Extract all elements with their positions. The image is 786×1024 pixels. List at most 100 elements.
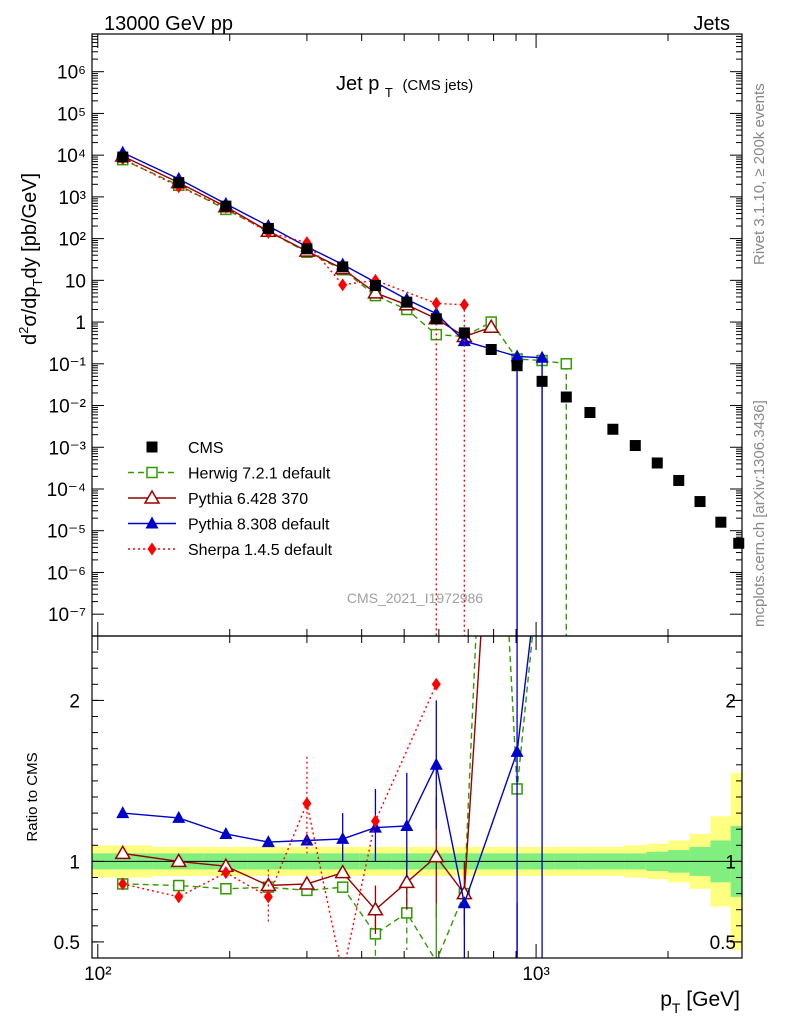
data-point: [715, 516, 727, 528]
data-point: [629, 440, 641, 452]
data-point: [367, 284, 384, 299]
title-sub: T: [385, 85, 393, 100]
title-main: Jet p: [336, 73, 379, 95]
legend-marker: [147, 542, 157, 556]
data-point: [117, 151, 129, 163]
legend-marker: [143, 489, 161, 504]
legend-item-pythia-6-428-370: Pythia 6.428 370: [128, 489, 308, 508]
data-point: [560, 358, 573, 370]
watermark: CMS_2021_I1972986: [347, 590, 483, 606]
ratio-y-label: Ratio to CMS: [24, 752, 41, 841]
legend-marker: [145, 516, 159, 529]
ratio-point: [220, 883, 232, 895]
data-point: [510, 349, 524, 362]
rivet-label: Rivet 3.1.10, ≥ 200k events: [751, 83, 768, 265]
data-point: [337, 261, 349, 273]
data-point: [301, 243, 313, 255]
ratio-point: [221, 866, 231, 880]
y-tick-label: 10⁶: [57, 63, 86, 84]
ratio-tick-label-right: 0.5: [710, 933, 736, 954]
svg-text:d2σ/dpTdy [pb/GeV]: d2σ/dpTdy [pb/GeV]: [16, 173, 45, 345]
legend: CMS Herwig 7.2.1 default Pythia 6.428 370 P…: [128, 440, 333, 559]
ratio-point: [427, 848, 445, 863]
ratio-tick-label-left: 2: [69, 691, 80, 712]
ratio-point: [116, 806, 130, 819]
legend-item-herwig-7-2-1-default: Herwig 7.2.1 default: [128, 466, 331, 483]
ratio-point: [510, 744, 524, 757]
mcplots-label: mcplots.cern.ch [arXiv:1306.3436]: [751, 400, 768, 627]
legend-label: Sherpa 1.4.5 default: [188, 542, 333, 559]
ratio-tick-label-left: 0.5: [54, 933, 80, 954]
x-tick-label: 10²: [84, 964, 111, 985]
data-point: [338, 278, 348, 292]
ratio-point: [398, 873, 416, 889]
ratio-point: [370, 814, 380, 828]
legend-label: CMS: [188, 440, 224, 457]
legend-label: Pythia 8.308 default: [188, 517, 330, 534]
bottom-panel: 10² 10³ 0.5 0.5 1 1 2 2 Ratio to CMS pT [GeV]: [24, 635, 743, 1016]
data-point: [584, 407, 596, 419]
ylabel-d: d: [19, 334, 41, 345]
ratio-point: [457, 896, 471, 909]
data-point: [458, 327, 470, 339]
data-point: [511, 360, 523, 372]
data-point: [262, 222, 274, 234]
data-point: [173, 177, 185, 189]
header-left: 13000 GeV pp: [104, 13, 233, 35]
ratio-line: [122, 684, 437, 958]
chart-title: Jet p T (CMS jets): [336, 73, 473, 102]
y-tick-label: 10⁻¹: [49, 355, 87, 376]
ratio-point: [263, 890, 273, 904]
series-line: [122, 158, 567, 365]
ratio-tick-label-right: 1: [725, 852, 736, 873]
ratio-point: [400, 818, 414, 831]
data-point: [536, 375, 548, 387]
y-tick-label: 10⁻³: [49, 438, 87, 459]
ratio-point: [261, 835, 275, 848]
data-point: [431, 296, 441, 310]
y-tick-label: 10⁻⁷: [48, 605, 86, 626]
ratio-point: [170, 852, 188, 868]
ratio-point: [300, 833, 314, 846]
series-line: [122, 151, 543, 359]
ylabel-sup: 2: [16, 327, 31, 334]
data-point: [673, 474, 685, 486]
y-tick-label: 10⁵: [57, 104, 86, 125]
top-panel: CMS_2021_I1972986 10⁻⁷ 10⁻⁶ 10⁻⁵ 10⁻⁴ 10⁻³ 10…: [16, 33, 745, 637]
ratio-point: [334, 864, 351, 879]
ratio-tick-label-left: 1: [69, 852, 80, 873]
data-point: [482, 318, 500, 334]
legend-label: Pythia 6.428 370: [188, 491, 308, 508]
ylabel-end: dy [pb/GeV]: [19, 173, 41, 279]
data-point: [535, 350, 549, 363]
data-point: [401, 296, 413, 308]
svg-text:Jet p T (CMS j: Jet p T (CMS jets): [336, 73, 473, 102]
x-axis-label: pT [GeV]: [660, 988, 740, 1016]
data-point: [430, 313, 442, 325]
data-point: [369, 280, 381, 292]
ratio-series-sherpa-1-4-5-default: [118, 677, 441, 958]
title-extra: (CMS jets): [402, 77, 473, 94]
ratio-point: [431, 677, 441, 691]
xlabel-p: p: [660, 988, 672, 1011]
legend-item-sherpa-1-4-5-default: Sherpa 1.4.5 default: [128, 542, 333, 559]
y-tick-label: 10⁻⁶: [47, 563, 86, 584]
y-tick-label: 10⁻⁵: [47, 522, 86, 543]
ratio-point: [172, 810, 186, 823]
data-point: [694, 496, 706, 508]
data-point: [485, 344, 497, 356]
xlabel-unit: [GeV]: [680, 988, 740, 1011]
data-point: [459, 298, 469, 312]
y-tick-label: 10⁴: [57, 146, 86, 167]
ratio-point: [302, 796, 312, 810]
ratio-point: [118, 877, 128, 891]
y-tick-label: 10⁻²: [49, 397, 87, 418]
ratio-point: [429, 757, 443, 770]
y-tick-label: 10³: [59, 188, 86, 209]
ratio-point: [114, 844, 132, 860]
ratio-point: [336, 831, 350, 844]
ratio-point: [219, 827, 233, 840]
ratio-point: [367, 901, 384, 916]
y-tick-label: 1: [75, 313, 86, 334]
